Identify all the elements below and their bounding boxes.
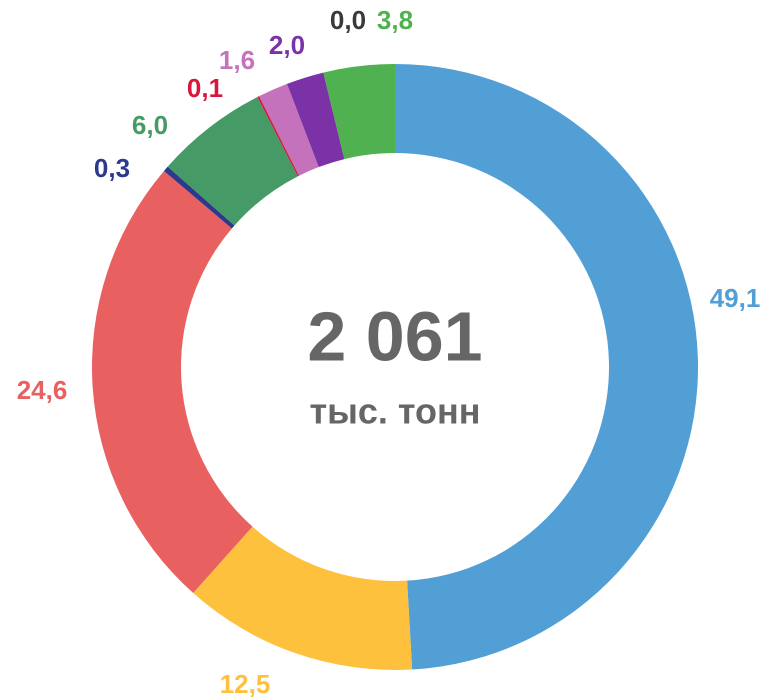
value-label: 24,6 [17, 375, 68, 405]
donut-segment [259, 83, 319, 176]
donut-segment [323, 64, 395, 160]
value-label: 12,5 [220, 669, 271, 699]
donut-segment [193, 526, 413, 670]
value-label: 0,1 [187, 73, 223, 103]
value-label: 2,0 [269, 30, 305, 60]
donut-segment [287, 72, 345, 168]
donut-segment [163, 166, 235, 229]
center-unit: тыс. тонн [309, 391, 480, 432]
donut-segment [92, 170, 253, 594]
value-label: 49,1 [710, 283, 761, 313]
donut-segment [395, 64, 699, 670]
center-value: 2 061 [307, 297, 482, 375]
value-label: 0,0 [330, 5, 366, 35]
value-label: 6,0 [132, 110, 168, 140]
donut-segment [167, 97, 298, 226]
value-label: 3,8 [377, 5, 413, 35]
value-label: 1,6 [219, 45, 255, 75]
value-label: 0,3 [94, 153, 130, 183]
donut-segment [257, 96, 300, 177]
